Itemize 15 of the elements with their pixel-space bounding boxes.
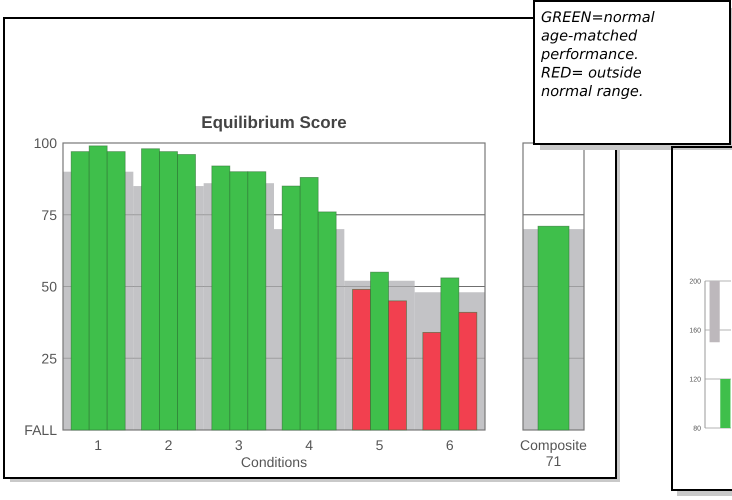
y-tick-label: 25 [41,350,58,366]
y-tick-label: 50 [41,278,58,294]
y-tick-label: 100 [34,135,58,151]
y-tick-label: FALL [24,422,58,438]
x-tick-label: 6 [446,437,454,453]
x-axis-title: Conditions [240,454,308,470]
data-label: 71 [546,453,562,469]
x-tick-label: 1 [94,437,102,453]
x-tick-label: Composite [520,437,588,453]
x-tick-label: 4 [305,437,314,453]
x-tick-label: 2 [164,437,173,453]
x-tick-label: 3 [234,437,243,453]
y-tick-label: 75 [41,206,58,223]
chart-title: Equilibrium Score [201,113,347,132]
x-tick-label: 5 [376,437,384,453]
